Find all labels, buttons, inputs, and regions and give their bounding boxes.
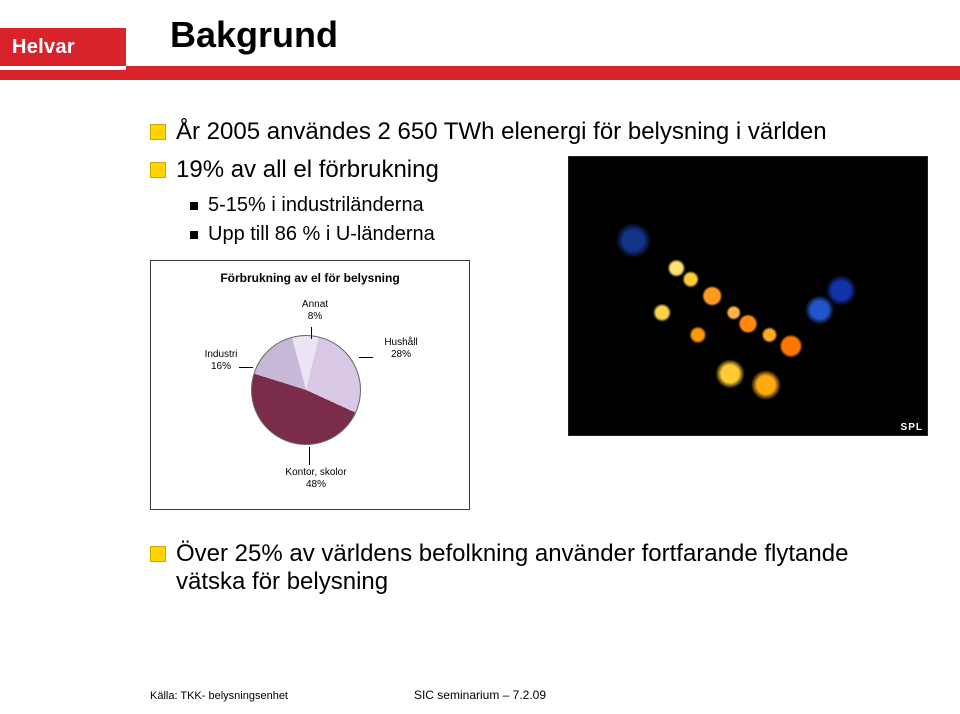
leader-line: [239, 367, 253, 368]
bullet-item: Över 25% av världens befolkning använder…: [150, 540, 920, 596]
bullet-square-icon: [150, 124, 166, 140]
leader-line: [309, 447, 310, 465]
footer: Källa: TKK- belysningsenhet SIC seminari…: [0, 682, 960, 702]
content-body-lower: Över 25% av världens befolkning använder…: [150, 540, 920, 606]
footer-source: Källa: TKK- belysningsenhet: [150, 690, 288, 702]
brand-logo-underline: [0, 70, 126, 80]
bullet-square-icon: [150, 162, 166, 178]
pie-label-industri: Industri 16%: [191, 349, 251, 373]
brand-logo-bar: Helvar: [0, 28, 126, 66]
bullet-square-icon: [150, 546, 166, 562]
bullet-text: 19% av all el förbrukning: [176, 156, 439, 184]
brand-logo: Helvar: [0, 28, 126, 80]
pie-label-pct: 28%: [371, 349, 431, 361]
leader-line: [359, 357, 373, 358]
image-credit: SPL: [901, 422, 923, 433]
night-map-image: SPL: [568, 156, 928, 436]
bullet-text: År 2005 användes 2 650 TWh elenergi för …: [176, 118, 827, 146]
slide: Helvar Bakgrund År 2005 användes 2 650 T…: [0, 0, 960, 714]
chart-canvas: Annat 8% Hushåll 28% Industri 16% Kontor…: [161, 291, 459, 491]
pie-label-pct: 48%: [271, 479, 361, 491]
sub-bullet-text: Upp till 86 % i U-länderna: [208, 223, 435, 246]
bullet-item: År 2005 användes 2 650 TWh elenergi för …: [150, 118, 920, 146]
bullet-text: Över 25% av världens befolkning använder…: [176, 540, 920, 596]
sub-bullet-dot-icon: [190, 202, 198, 210]
pie-graphic: [251, 335, 361, 445]
pie-label-name: Hushåll: [371, 337, 431, 349]
pie-label-hushall: Hushåll 28%: [371, 337, 431, 361]
pie-label-name: Industri: [191, 349, 251, 361]
pie-label-name: Kontor, skolor: [271, 467, 361, 479]
pie-label-pct: 8%: [285, 311, 345, 323]
brand-name: Helvar: [12, 36, 75, 59]
sub-bullet-dot-icon: [190, 231, 198, 239]
night-map-graphic: [569, 157, 927, 435]
leader-line: [311, 327, 312, 339]
pie-chart: Förbrukning av el för belysning Annat 8%…: [150, 260, 470, 510]
pie-label-name: Annat: [285, 299, 345, 311]
sub-bullet-text: 5-15% i industriländerna: [208, 194, 424, 217]
chart-title: Förbrukning av el för belysning: [161, 271, 459, 285]
pie-label-kontor: Kontor, skolor 48%: [271, 467, 361, 491]
footer-center: SIC seminarium – 7.2.09: [414, 688, 546, 702]
pie-label-annat: Annat 8%: [285, 299, 345, 323]
title-accent-bar: [126, 66, 960, 80]
page-title: Bakgrund: [170, 14, 338, 56]
